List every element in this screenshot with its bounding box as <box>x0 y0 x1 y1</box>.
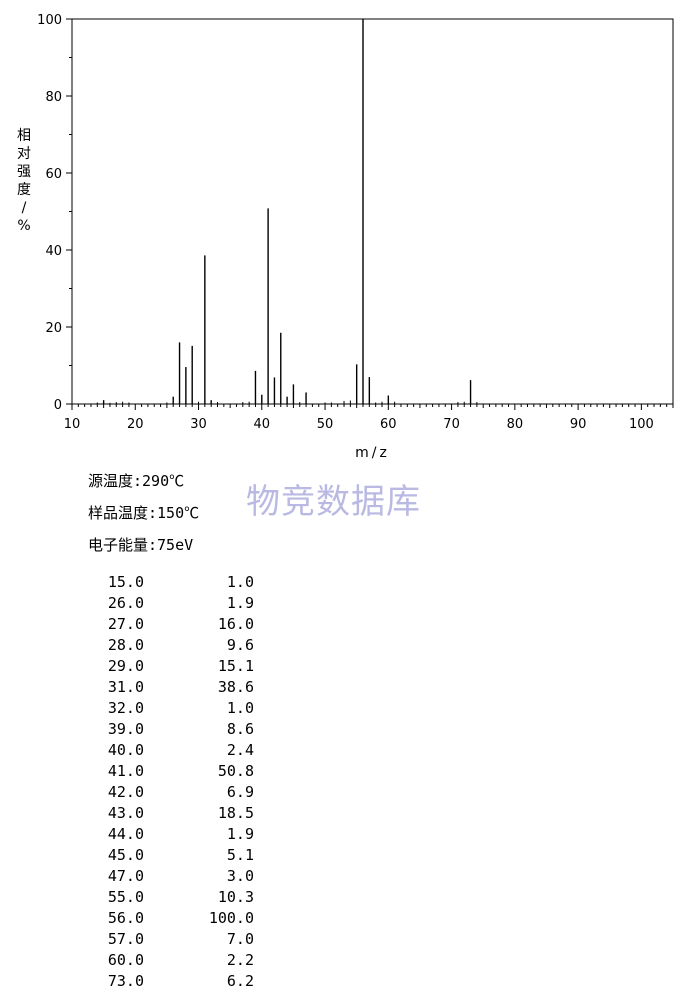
watermark: 物竞数据库 <box>246 482 421 522</box>
sample-temperature: 样品温度:150℃ <box>88 504 200 522</box>
table-row: 42.0 6.9 <box>96 782 254 803</box>
x-tick-label: 60 <box>380 417 397 432</box>
peak-intensity-cell: 38.6 <box>217 678 254 696</box>
peak-intensity-cell: 5.1 <box>226 846 254 864</box>
table-row: 15.0 1.0 <box>96 572 254 593</box>
x-tick-label: 80 <box>507 417 524 432</box>
table-row: 32.0 1.0 <box>96 698 254 719</box>
y-tick-label: 60 <box>45 167 62 182</box>
peak-intensity-cell: 2.4 <box>226 741 254 759</box>
table-row: 27.0 16.0 <box>96 614 254 635</box>
x-tick-label: 70 <box>443 417 460 432</box>
peak-intensity-cell: 1.0 <box>226 699 254 717</box>
table-row: 55.0 10.3 <box>96 887 254 908</box>
peak-mz-cell: 73.0 <box>107 972 144 990</box>
peak-table: 15.0 1.0 26.0 1.9 27.0 16.0 28.0 9.6 29.0 15.1 31.… <box>96 572 254 992</box>
peak-mz-cell: 40.0 <box>107 741 144 759</box>
peak-mz-cell: 28.0 <box>107 636 144 654</box>
peak-mz-cell: 60.0 <box>107 951 144 969</box>
peak-mz-cell: 43.0 <box>107 804 144 822</box>
peak-intensity-cell: 15.1 <box>217 657 254 675</box>
peak-mz-cell: 57.0 <box>107 930 144 948</box>
y-axis-label: 相对强度/% <box>17 128 31 234</box>
peak-intensity-cell: 10.3 <box>217 888 254 906</box>
table-row: 56.0 100.0 <box>96 908 254 929</box>
peak-intensity-cell: 18.5 <box>217 804 254 822</box>
y-tick-label: 80 <box>45 90 62 105</box>
y-tick-label: 40 <box>45 244 62 259</box>
table-row: 73.0 6.2 <box>96 971 254 992</box>
table-row: 44.0 1.9 <box>96 824 254 845</box>
peak-intensity-cell: 6.2 <box>226 972 254 990</box>
peak-mz-cell: 45.0 <box>107 846 144 864</box>
electron-energy: 电子能量:75eV <box>88 536 194 554</box>
source-temperature: 源温度:290℃ <box>88 472 185 490</box>
peak-mz-cell: 15.0 <box>107 573 144 591</box>
table-row: 45.0 5.1 <box>96 845 254 866</box>
x-axis-label: m/z <box>355 445 390 461</box>
table-row: 29.0 15.1 <box>96 656 254 677</box>
peak-mz-cell: 44.0 <box>107 825 144 843</box>
peak-mz-cell: 29.0 <box>107 657 144 675</box>
table-row: 60.0 2.2 <box>96 950 254 971</box>
table-row: 26.0 1.9 <box>96 593 254 614</box>
x-tick-label: 10 <box>64 417 81 432</box>
peak-intensity-cell: 2.2 <box>226 951 254 969</box>
table-row: 40.0 2.4 <box>96 740 254 761</box>
mass-spectrum-chart: 10 20 30 40 50 60 70 80 90 100 0 20 40 60 80 100 m/z 相对强度… <box>17 13 674 461</box>
x-tick-label: 40 <box>254 417 271 432</box>
peak-intensity-cell: 1.0 <box>226 573 254 591</box>
peak-mz-cell: 42.0 <box>107 783 144 801</box>
x-tick-label: 90 <box>570 417 587 432</box>
x-tick-label: 50 <box>317 417 334 432</box>
table-row: 28.0 9.6 <box>96 635 254 656</box>
peak-mz-cell: 31.0 <box>107 678 144 696</box>
peak-mz-cell: 32.0 <box>107 699 144 717</box>
plot-frame <box>71 18 674 405</box>
peak-intensity-cell: 6.9 <box>226 783 254 801</box>
y-tick-label: 0 <box>54 398 62 413</box>
table-row: 43.0 18.5 <box>96 803 254 824</box>
peak-intensity-cell: 1.9 <box>226 594 254 612</box>
peak-intensity-cell: 50.8 <box>217 762 254 780</box>
y-tick-label: 100 <box>37 13 62 28</box>
peak-mz-cell: 39.0 <box>107 720 144 738</box>
peak-intensity-cell: 7.0 <box>226 930 254 948</box>
peak-mz-cell: 55.0 <box>107 888 144 906</box>
peak-mz-cell: 26.0 <box>107 594 144 612</box>
peak-mz-cell: 41.0 <box>107 762 144 780</box>
peak-mz-cell: 56.0 <box>107 909 144 927</box>
peak-intensity-cell: 16.0 <box>217 615 254 633</box>
peak-intensity-cell: 1.9 <box>226 825 254 843</box>
table-row: 57.0 7.0 <box>96 929 254 950</box>
peak-intensity-cell: 8.6 <box>226 720 254 738</box>
peak-intensity-cell: 100.0 <box>208 909 254 927</box>
peak-mz-cell: 27.0 <box>107 615 144 633</box>
peak-intensity-cell: 9.6 <box>226 636 254 654</box>
plot-area: 10 20 30 40 50 60 70 80 90 100 0 20 40 60 80 100 m/z 相对强度… <box>17 13 674 461</box>
table-row: 39.0 8.6 <box>96 719 254 740</box>
y-tick-label: 20 <box>45 321 62 336</box>
peak-intensity-cell: 3.0 <box>226 867 254 885</box>
table-row: 41.0 50.8 <box>96 761 254 782</box>
table-row: 31.0 38.6 <box>96 677 254 698</box>
x-tick-label: 100 <box>629 417 654 432</box>
x-tick-label: 30 <box>190 417 207 432</box>
table-row: 47.0 3.0 <box>96 866 254 887</box>
x-tick-label: 20 <box>127 417 144 432</box>
peak-mz-cell: 47.0 <box>107 867 144 885</box>
